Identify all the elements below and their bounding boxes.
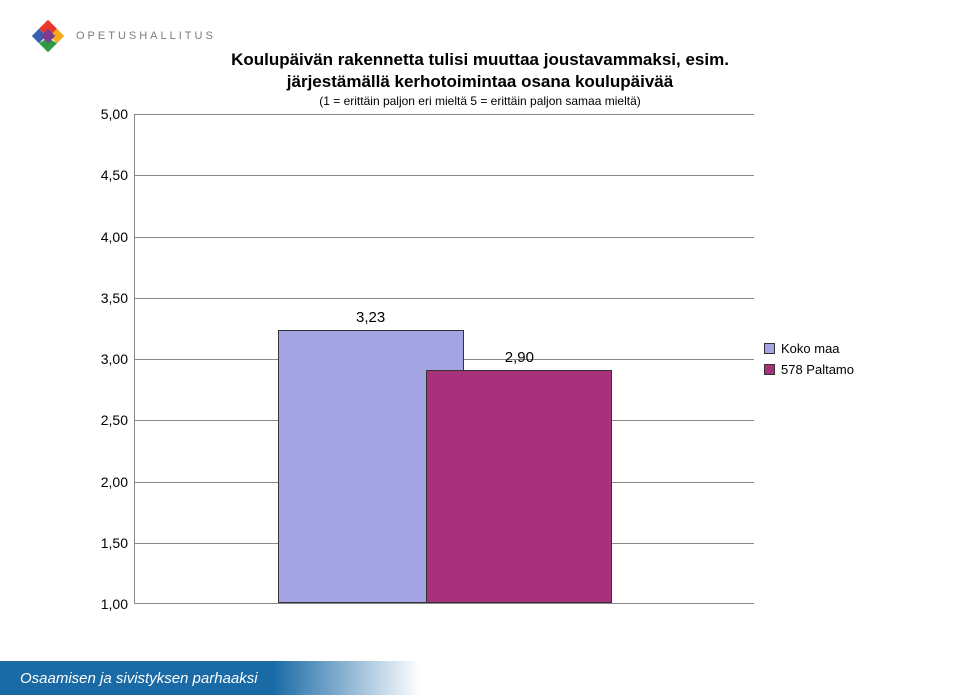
y-tick-label: 4,00 bbox=[101, 229, 128, 245]
y-tick-label: 3,00 bbox=[101, 351, 128, 367]
chart-title-line2: järjestämällä kerhotoimintaa osana koulu… bbox=[90, 72, 870, 92]
y-tick-label: 1,50 bbox=[101, 535, 128, 551]
y-tick-label: 5,00 bbox=[101, 106, 128, 122]
footer-text: Osaamisen ja sivistyksen parhaaksi bbox=[20, 670, 258, 687]
y-tick-label: 2,00 bbox=[101, 474, 128, 490]
bar bbox=[426, 370, 612, 603]
y-tick-label: 3,50 bbox=[101, 290, 128, 306]
plot-area: 3,23 2,90 bbox=[134, 114, 754, 604]
diamond-logo-icon bbox=[30, 18, 66, 54]
chart-title-line1: Koulupäivän rakennetta tulisi muuttaa jo… bbox=[90, 50, 870, 70]
bar-chart: Koulupäivän rakennetta tulisi muuttaa jo… bbox=[90, 50, 870, 620]
bar-value-label: 3,23 bbox=[356, 309, 385, 326]
legend-label: 578 Paltamo bbox=[781, 362, 854, 377]
brand-logo: OPETUSHALLITUS bbox=[30, 18, 216, 54]
legend-item: 578 Paltamo bbox=[764, 362, 864, 377]
bar-value-label: 2,90 bbox=[505, 349, 534, 366]
legend: Koko maa 578 Paltamo bbox=[754, 114, 864, 604]
y-tick-label: 2,50 bbox=[101, 412, 128, 428]
gridline bbox=[135, 114, 754, 115]
y-tick-label: 4,50 bbox=[101, 167, 128, 183]
gridline bbox=[135, 175, 754, 176]
footer-banner: Osaamisen ja sivistyksen parhaaksi bbox=[0, 661, 420, 695]
legend-swatch bbox=[764, 343, 775, 354]
legend-label: Koko maa bbox=[781, 341, 840, 356]
gridline bbox=[135, 298, 754, 299]
gridline bbox=[135, 237, 754, 238]
legend-item: Koko maa bbox=[764, 341, 864, 356]
brand-name: OPETUSHALLITUS bbox=[76, 30, 216, 42]
chart-subtitle: (1 = erittäin paljon eri mieltä 5 = erit… bbox=[90, 94, 870, 108]
y-axis: 5,004,504,003,503,002,502,001,501,00 bbox=[90, 114, 134, 604]
y-tick-label: 1,00 bbox=[101, 596, 128, 612]
legend-swatch bbox=[764, 364, 775, 375]
